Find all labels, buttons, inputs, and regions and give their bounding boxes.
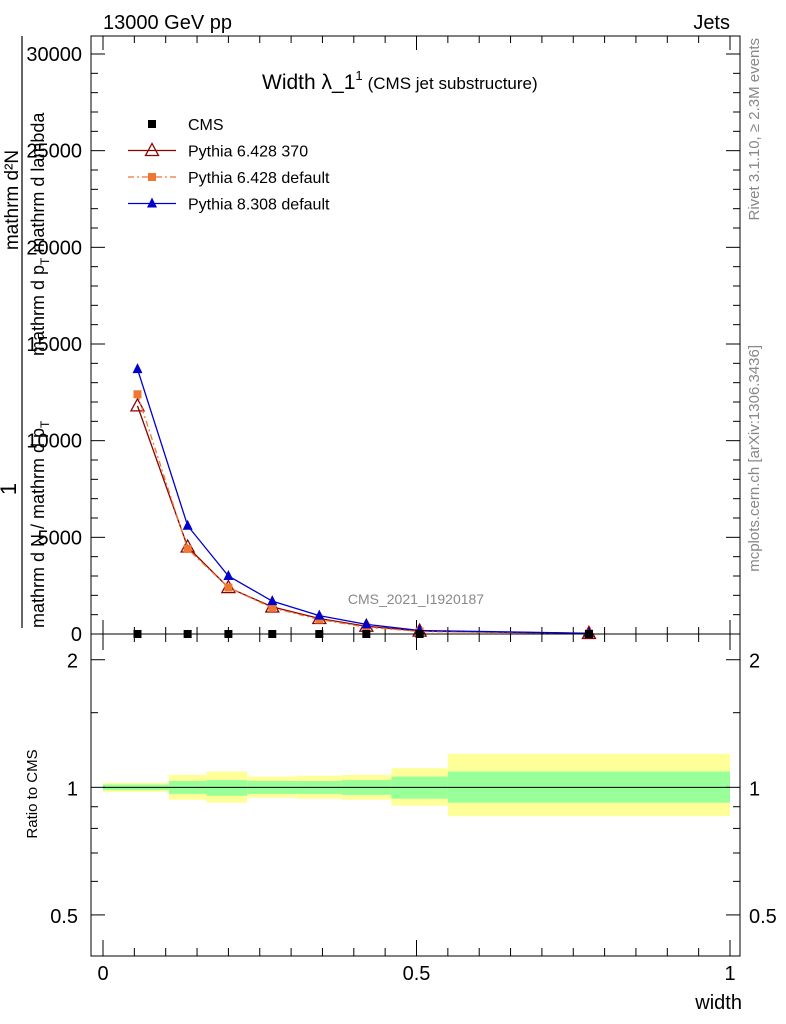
- legend-marker: [144, 142, 160, 157]
- main-ytick-label: 30000: [26, 44, 82, 66]
- ratio-ytick-label: 2: [67, 651, 78, 673]
- main-ytick-label: 10000: [26, 431, 82, 453]
- ratio-axis-ticks: 0.5 0.5 1 1 2 2 0 0.5 1: [50, 634, 777, 985]
- ratio-frame: [90, 633, 741, 957]
- legend-item: Pythia 8.308 default: [128, 197, 330, 214]
- legend-marker: [147, 197, 157, 208]
- data-point: [183, 544, 192, 553]
- main-ytick-label: 25000: [26, 141, 82, 163]
- legend-item: CMS: [148, 117, 224, 134]
- ratio-ytick-label: 1: [67, 778, 78, 800]
- mcplots-label: mcplots.cern.ch [arXiv:1306.3436]: [746, 345, 763, 572]
- legend-label: Pythia 8.308 default: [188, 197, 330, 214]
- ylabel-numerator-d2n: mathrm d²N: [2, 150, 23, 250]
- data-point: [361, 618, 372, 629]
- data-point: [132, 363, 143, 374]
- ylabel-numerator-one: 1: [0, 483, 21, 495]
- xlabel: width: [694, 992, 742, 1014]
- chart-title-text: Width λ_1: [262, 71, 355, 94]
- data-point: [224, 583, 233, 592]
- xtick-label: 0.5: [403, 963, 431, 985]
- xtick-label: 0: [97, 963, 108, 985]
- data-point: [267, 595, 278, 606]
- ylabel-d2-denominator: mathrm d pTmathrm d lambda: [28, 112, 52, 356]
- main-ytick-label: 0: [71, 624, 82, 646]
- legend-item: Pythia 6.428 370: [128, 142, 308, 161]
- chart-title: Width λ_11 (CMS jet substructure): [262, 68, 538, 94]
- main-axis-ticks: 0 5000 10000 15000 20000 25000 30000: [26, 36, 740, 646]
- data-point: [314, 609, 325, 620]
- ratio-ytick-label-right: 2: [749, 651, 760, 673]
- chart-subtitle: (CMS jet substructure): [368, 74, 538, 93]
- main-ylabel: 1 mathrm d N / mathrm d pT mathrm d²N ma…: [0, 36, 52, 628]
- ylabel-denominator: mathrm d N / mathrm d pT: [28, 420, 52, 628]
- ratio-ylabel: Ratio to CMS: [24, 749, 41, 838]
- ratio-panel: [103, 753, 730, 817]
- data-point: [268, 603, 277, 612]
- xtick-label: 1: [724, 963, 735, 985]
- analysis-watermark: CMS_2021_I1920187: [348, 591, 484, 607]
- chart-title-sup: 1: [355, 68, 362, 83]
- energy-label: 13000 GeV pp: [103, 12, 232, 34]
- legend-label: Pythia 6.428 370: [188, 144, 308, 161]
- main-ytick-label: 5000: [38, 527, 83, 549]
- ratio-band-inner: [206, 780, 248, 796]
- main-ytick-label: 20000: [26, 237, 82, 259]
- data-point: [182, 519, 193, 530]
- data-point: [223, 570, 234, 580]
- main-ytick-label: 15000: [26, 334, 82, 356]
- series-line: [136, 394, 589, 635]
- process-label: Jets: [693, 12, 730, 34]
- legend-marker: [148, 173, 156, 181]
- data-point: [133, 390, 142, 399]
- ratio-ytick-label: 0.5: [50, 906, 78, 928]
- legend-label: Pythia 6.428 default: [188, 170, 330, 187]
- legend: CMS Pythia 6.428 370 Pythia 6.428 default P…: [128, 117, 330, 214]
- data-point: [129, 397, 146, 412]
- rivet-label: Rivet 3.1.10, ≥ 2.3M events: [746, 38, 763, 221]
- legend-item: Pythia 6.428 default: [128, 170, 330, 187]
- series-line: [136, 368, 589, 634]
- ratio-ytick-label-right: 0.5: [749, 906, 777, 928]
- legend-marker: [148, 120, 156, 128]
- ratio-ytick-label-right: 1: [749, 778, 760, 800]
- legend-label: CMS: [188, 117, 224, 134]
